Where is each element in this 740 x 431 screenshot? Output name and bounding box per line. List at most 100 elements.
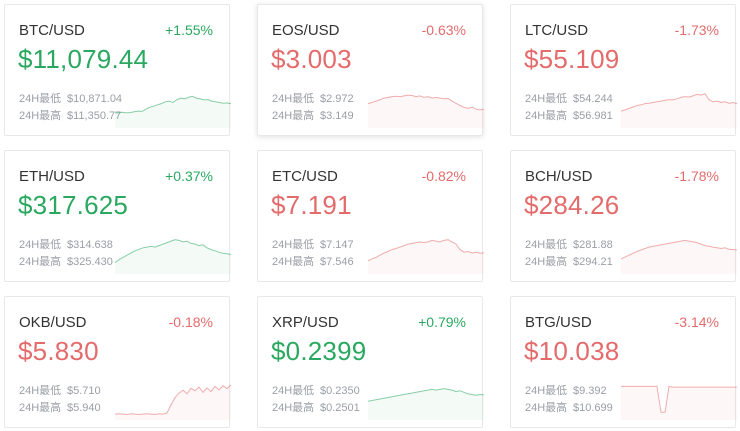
change-percent: -1.78% <box>674 168 719 184</box>
pair-name: EOS/USD <box>272 22 340 39</box>
change-percent: +1.55% <box>165 22 213 38</box>
price: $10.038 <box>524 336 620 366</box>
sparkline-area <box>621 93 737 128</box>
sparkline-chart <box>367 94 485 128</box>
sparkline-chart <box>115 95 232 128</box>
sparkline-chart <box>620 93 738 128</box>
sparkline-line <box>621 385 737 413</box>
sparkline-line <box>115 95 232 114</box>
pair-name: BTC/USD <box>19 22 85 39</box>
sparkline-area <box>621 240 737 274</box>
change-percent: -0.18% <box>168 314 213 330</box>
sparkline-chart <box>114 384 232 420</box>
change-percent: +0.79% <box>418 314 466 330</box>
low-value: $5.710 <box>67 385 101 397</box>
high-value: $0.2501 <box>320 402 360 414</box>
low-label: 24H最低 <box>525 239 568 251</box>
sparkline-area <box>115 239 231 274</box>
sparkline-area <box>115 384 231 420</box>
price: $11,079.44 <box>18 44 149 74</box>
stats: 24H最低 $7.147 24H最高 $7.546 <box>272 237 354 271</box>
low-value: $7.147 <box>320 239 354 251</box>
high-value: $56.981 <box>573 110 613 122</box>
change-percent: -1.73% <box>674 22 719 38</box>
ticker-card-etc[interactable]: ETC/USD -0.82% $7.191 24H最低 $7.147 24H最高 $… <box>257 150 485 282</box>
sparkline-line <box>367 94 485 111</box>
low-label: 24H最低 <box>19 93 62 105</box>
sparkline-chart <box>620 239 738 274</box>
sparkline-area <box>368 388 484 420</box>
high-value: $11,350.77 <box>67 110 122 122</box>
sparkline-line <box>114 384 232 416</box>
sparkline-area <box>115 96 231 128</box>
low-value: $10,871.04 <box>67 93 123 105</box>
stats: 24H最低 $5.710 24H最高 $5.940 <box>19 383 101 417</box>
price: $317.625 <box>18 190 129 220</box>
low-label: 24H最低 <box>272 93 315 105</box>
low-value: $0.2350 <box>320 385 360 397</box>
low-value: $281.88 <box>573 239 613 251</box>
ticker-card-bch[interactable]: BCH/USD -1.78% $284.26 24H最低 $281.88 24H最… <box>510 150 738 282</box>
price: $284.26 <box>524 190 620 220</box>
stats: 24H最低 $54.244 24H最高 $56.981 <box>525 91 613 125</box>
high-label: 24H最高 <box>272 110 315 122</box>
high-label: 24H最高 <box>19 402 62 414</box>
high-label: 24H最高 <box>19 110 62 122</box>
ticker-card-eth[interactable]: ETH/USD +0.37% $317.625 24H最低 $314.638 24… <box>4 150 232 282</box>
pair-name: LTC/USD <box>525 22 589 39</box>
sparkline-line <box>620 93 738 112</box>
high-value: $325.430 <box>67 256 113 268</box>
stats: 24H最低 $9.392 24H最高 $10.699 <box>525 383 613 417</box>
stats: 24H最低 $281.88 24H最高 $294.21 <box>525 237 613 271</box>
sparkline-line <box>114 239 232 263</box>
change-percent: -0.63% <box>421 22 466 38</box>
high-value: $294.21 <box>573 256 613 268</box>
low-value: $9.392 <box>573 385 607 397</box>
ticker-card-btg[interactable]: BTG/USD -3.14% $10.038 24H最低 $9.392 24H最高… <box>510 296 737 428</box>
sparkline-chart <box>621 385 737 420</box>
sparkline-chart <box>367 388 485 420</box>
pair-name: XRP/USD <box>272 314 339 331</box>
low-value: $2.972 <box>320 93 354 105</box>
price: $5.830 <box>18 336 99 366</box>
pair-name: BTG/USD <box>525 314 592 331</box>
ticker-card-btc[interactable]: BTC/USD +1.55% $11,079.44 24H最低 $10,871.0… <box>4 4 232 136</box>
pair-name: OKB/USD <box>19 314 87 331</box>
low-label: 24H最低 <box>19 385 62 397</box>
change-percent: -0.82% <box>421 168 466 184</box>
ticker-card-okb[interactable]: OKB/USD -0.18% $5.830 24H最低 $5.710 24H最高 $… <box>4 296 232 428</box>
high-value: $3.149 <box>320 110 354 122</box>
pair-name: ETH/USD <box>19 168 85 185</box>
sparkline-line <box>367 239 485 262</box>
sparkline-line <box>367 388 485 402</box>
high-value: $5.940 <box>67 402 101 414</box>
stats: 24H最低 $10,871.04 24H最高 $11,350.77 <box>19 91 122 125</box>
sparkline-area <box>368 95 484 128</box>
ticker-card-eos[interactable]: EOS/USD -0.63% $3.003 24H最低 $2.972 24H最高 $… <box>257 4 485 136</box>
high-label: 24H最高 <box>272 402 315 414</box>
sparkline-line <box>620 239 738 260</box>
low-label: 24H最低 <box>525 93 568 105</box>
stats: 24H最低 $2.972 24H最高 $3.149 <box>272 91 354 125</box>
sparkline-chart <box>367 239 485 274</box>
stats: 24H最低 $314.638 24H最高 $325.430 <box>19 237 113 271</box>
high-value: $7.546 <box>320 256 354 268</box>
price: $55.109 <box>524 44 620 74</box>
pair-name: ETC/USD <box>272 168 338 185</box>
ticker-card-xrp[interactable]: XRP/USD +0.79% $0.2399 24H最低 $0.2350 24H最… <box>257 296 485 428</box>
ticker-card-ltc[interactable]: LTC/USD -1.73% $55.109 24H最低 $54.244 24H最… <box>510 4 738 136</box>
low-label: 24H最低 <box>19 239 62 251</box>
low-label: 24H最低 <box>272 239 315 251</box>
low-value: $54.244 <box>573 93 613 105</box>
sparkline-area <box>368 239 484 274</box>
sparkline-chart <box>114 239 232 274</box>
stats: 24H最低 $0.2350 24H最高 $0.2501 <box>272 383 360 417</box>
high-value: $10.699 <box>573 402 613 414</box>
high-label: 24H最高 <box>525 402 568 414</box>
pair-name: BCH/USD <box>525 168 593 185</box>
high-label: 24H最高 <box>525 110 568 122</box>
change-percent: +0.37% <box>165 168 213 184</box>
low-label: 24H最低 <box>525 385 568 397</box>
low-value: $314.638 <box>67 239 113 251</box>
high-label: 24H最高 <box>525 256 568 268</box>
